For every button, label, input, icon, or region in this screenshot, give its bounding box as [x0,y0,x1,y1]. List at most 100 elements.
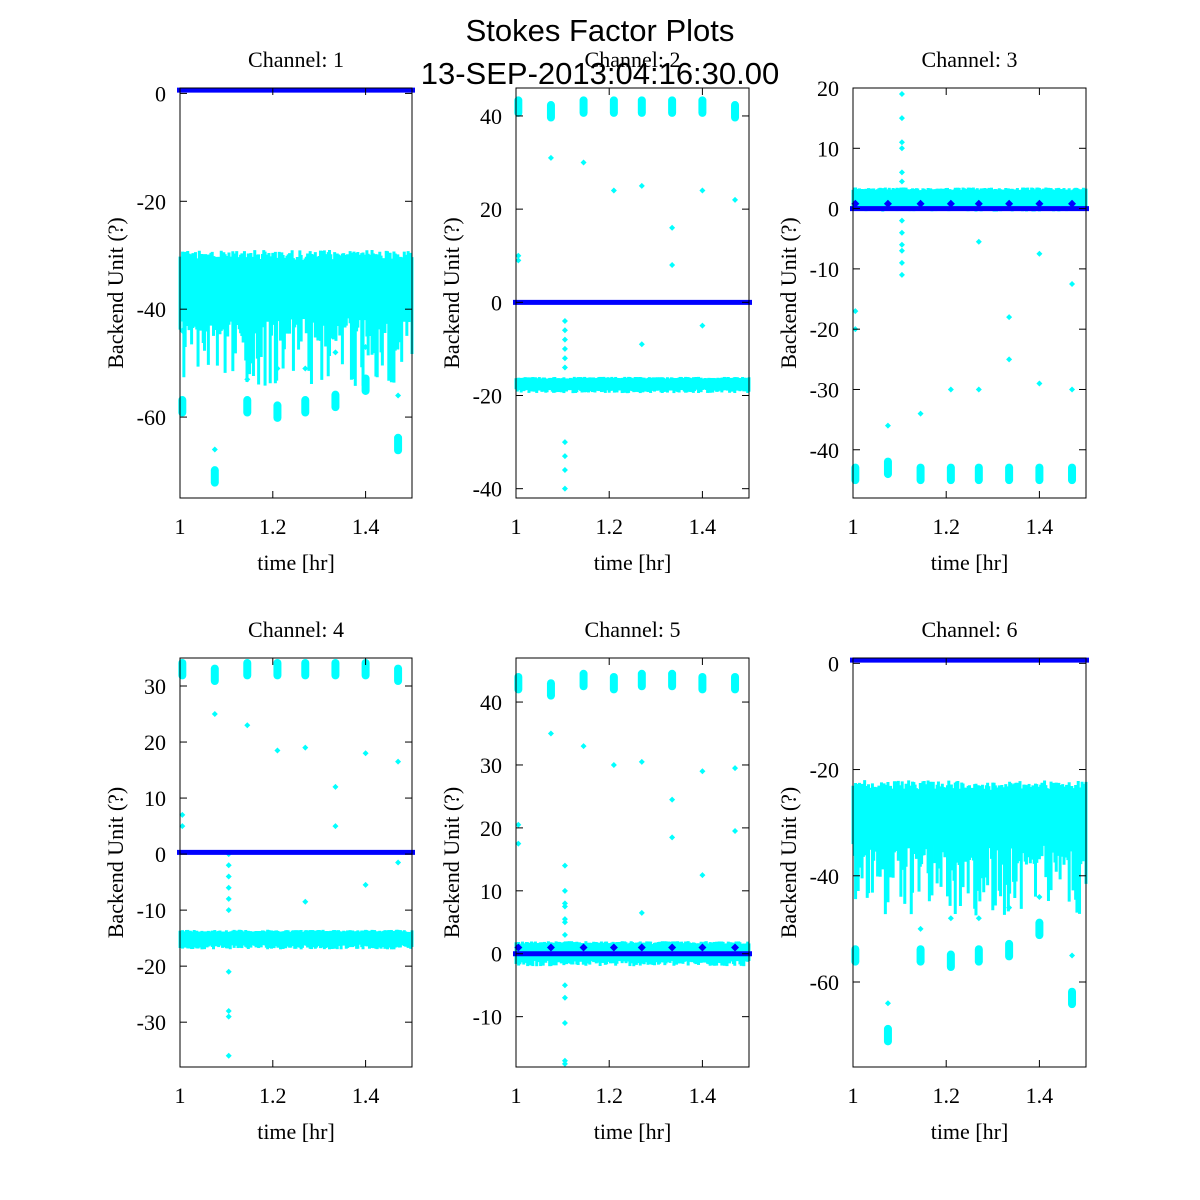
y-tick-label: 20 [480,816,502,841]
plot-area [850,657,1089,1046]
chart-title: Channel: 4 [248,617,344,642]
cyan-outlier-point [515,840,522,847]
cyan-cluster [698,96,707,117]
plot-area [850,91,1089,485]
cyan-cluster [394,664,403,686]
blue-marker-point [731,943,740,952]
cyan-outlier-point [362,343,369,350]
y-tick-label: 10 [480,879,502,904]
cyan-outlier-point [211,446,218,453]
cyan-outlier-point [395,859,402,866]
cyan-cluster [946,463,955,485]
cyan-cluster [698,672,707,694]
figure-title: Stokes Factor Plots [466,13,735,48]
y-tick-label: 0 [155,842,166,867]
y-tick-label: 40 [480,690,502,715]
cyan-spike-point [898,229,905,236]
blue-marker-point [974,199,983,208]
cyan-outlier-point [732,196,739,203]
series-cyan-band [178,929,414,950]
y-axis-label: Backend Unit (?) [103,217,128,369]
cyan-outlier-point [975,915,982,922]
plot-area [513,669,752,1067]
cyan-outlier-point [332,823,339,830]
cyan-outlier-point [732,765,739,772]
cyan-spike-point [561,364,568,371]
cyan-cluster [883,457,892,479]
x-tick-label: 1.4 [352,1083,380,1108]
cyan-cluster [668,669,677,691]
x-tick-label: 1 [175,514,186,539]
cyan-spike-point [898,247,905,254]
cyan-spike-point [561,931,568,938]
cyan-spike-point [898,115,905,122]
cyan-cluster [946,950,955,971]
series-cyan-band [514,376,751,394]
blue-marker-point [916,199,925,208]
x-tick-label: 1 [848,514,859,539]
blue-marker-point [1005,199,1014,208]
cyan-outlier-point [884,1000,891,1007]
cyan-cluster [361,374,370,395]
cyan-outlier-point [1036,894,1043,901]
y-tick-label: 0 [491,942,502,967]
plot-area [513,96,752,492]
cyan-outlier-point [580,159,587,166]
cyan-outlier-point [732,828,739,835]
y-tick-label: -10 [810,257,839,282]
cyan-outlier-point [975,238,982,245]
blue-marker-point [668,943,677,952]
blue-marker-point [637,943,646,952]
cyan-outlier-point [1069,386,1076,393]
cyan-spike-point [561,916,568,923]
cyan-cluster [361,658,370,680]
cyan-outlier-point [302,898,309,905]
blue-marker-point [1068,199,1077,208]
y-tick-label: -60 [137,405,166,430]
x-tick-label: 1.2 [932,1083,960,1108]
chart-channel-2: 40 20 0 -20 -40 1 1.2 1.4 Channel: 2 time [hr] Bac… [439,47,752,575]
cyan-cluster [331,658,340,680]
y-tick-label: -20 [137,954,166,979]
cyan-outlier-point [211,711,218,718]
y-tick-label: -20 [473,384,502,409]
y-tick-label: 0 [155,81,166,106]
cyan-outlier-point [515,252,522,259]
cyan-outlier-point [1069,280,1076,287]
y-tick-label: 20 [480,197,502,222]
x-tick-label: 1 [175,1083,186,1108]
cyan-spike-point [898,169,905,176]
cyan-outlier-point [947,915,954,922]
chart-channel-1: 0 -20 -40 -60 1 1.2 1.4 Channel: 1 time [hr] Back… [103,47,415,575]
cyan-spike-point [225,873,232,880]
cyan-outlier-point [1006,904,1013,911]
axes-frame [515,657,750,1068]
cyan-outlier-point [884,422,891,429]
cyan-spike-point [561,453,568,460]
cyan-outlier-point [274,747,281,754]
cyan-cluster [1035,918,1044,940]
cyan-spike-point [561,467,568,474]
x-axis-label: time [hr] [931,550,1009,575]
cyan-outlier-point [610,761,617,768]
y-tick-label: -40 [473,477,502,502]
cyan-spike-point [225,862,232,869]
chart-title: Channel: 6 [922,617,1018,642]
x-tick-label: 1.2 [595,514,623,539]
axes-frame [179,657,413,1068]
cyan-outlier-point [332,783,339,790]
cyan-spike-point [561,919,568,926]
cyan-cluster [668,96,677,117]
x-tick-label: 1.4 [352,514,380,539]
cyan-spike-point [561,1060,568,1067]
cyan-cluster [731,101,740,122]
blue-marker-point [1035,199,1044,208]
cyan-cluster [609,672,618,694]
y-tick-label: -30 [810,377,839,402]
x-tick-label: 1.4 [689,514,717,539]
blue-marker-point [609,943,618,952]
cyan-cluster [301,658,310,680]
y-tick-label: -10 [473,1005,502,1030]
chart-title: Channel: 3 [922,47,1018,72]
axes-frame [852,657,1087,1068]
